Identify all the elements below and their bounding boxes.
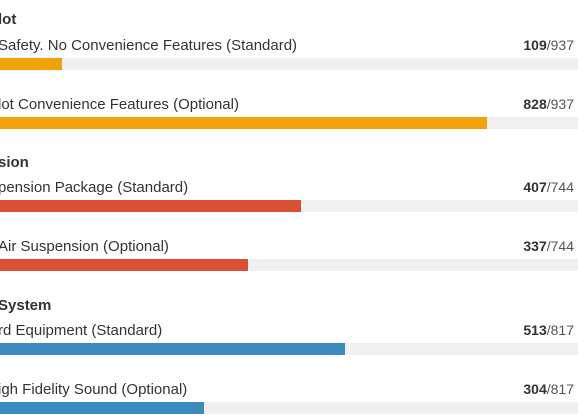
bar-fill <box>0 200 301 212</box>
bar-fill <box>0 58 62 70</box>
option-label: pension Package (Standard) <box>0 179 189 196</box>
section-title: System <box>0 297 52 314</box>
option-count: 828/937 <box>523 96 574 112</box>
bar-track <box>0 58 578 70</box>
bar-track <box>0 200 578 212</box>
bar-fill <box>0 259 248 271</box>
option-total: 937 <box>550 96 574 112</box>
bar-fill <box>0 117 487 129</box>
option-votes: 304 <box>523 381 547 397</box>
option-votes: 337 <box>523 238 547 254</box>
option-row: pension Package (Standard) 407/744 <box>0 179 578 219</box>
option-total: 817 <box>550 322 574 338</box>
bar-fill <box>0 402 204 414</box>
section-title: sion <box>0 154 29 171</box>
option-total: 817 <box>550 381 574 397</box>
bar-fill <box>0 343 345 355</box>
option-label: Safety. No Convenience Features (Standar… <box>0 37 298 54</box>
option-total: 744 <box>550 238 574 254</box>
option-count: 109/937 <box>523 37 574 53</box>
option-votes: 407 <box>523 179 547 195</box>
option-votes: 513 <box>523 322 547 338</box>
option-row: lot Convenience Features (Optional) 828/… <box>0 96 578 136</box>
option-label: rd Equipment (Standard) <box>0 322 163 339</box>
option-total: 937 <box>550 37 574 53</box>
bar-track <box>0 117 578 129</box>
option-row: rd Equipment (Standard) 513/817 <box>0 322 578 362</box>
option-row: Safety. No Convenience Features (Standar… <box>0 37 578 77</box>
bar-track <box>0 259 578 271</box>
option-label: igh Fidelity Sound (Optional) <box>0 381 188 398</box>
option-total: 744 <box>550 179 574 195</box>
option-count: 304/817 <box>523 381 574 397</box>
option-votes: 109 <box>523 37 547 53</box>
bar-track <box>0 343 578 355</box>
option-count: 337/744 <box>523 238 574 254</box>
section-title: lot <box>0 11 17 28</box>
bar-track <box>0 402 578 414</box>
option-row: igh Fidelity Sound (Optional) 304/817 <box>0 381 578 420</box>
option-votes: 828 <box>523 96 547 112</box>
option-label: lot Convenience Features (Optional) <box>0 96 239 113</box>
option-count: 513/817 <box>523 322 574 338</box>
option-count: 407/744 <box>523 179 574 195</box>
option-label: Air Suspension (Optional) <box>0 238 169 255</box>
option-row: Air Suspension (Optional) 337/744 <box>0 238 578 278</box>
